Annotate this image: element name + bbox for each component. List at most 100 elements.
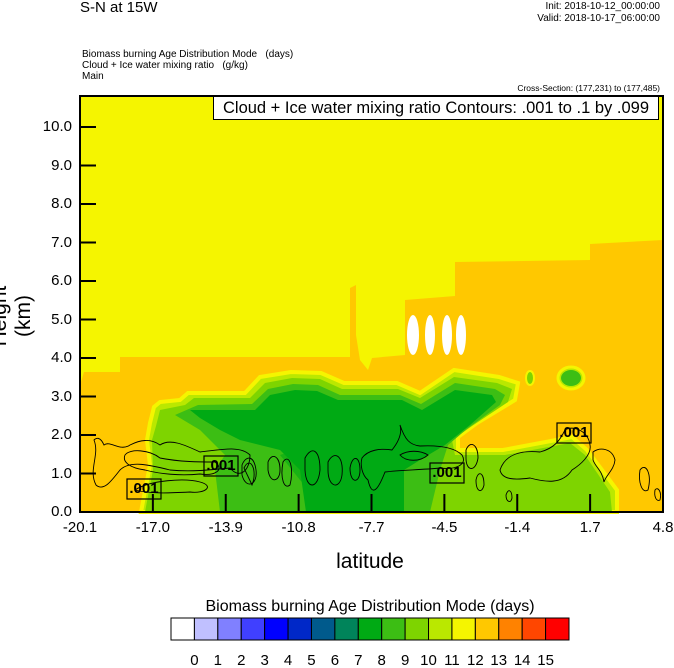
colorbar-box bbox=[545, 617, 570, 641]
contour-label: .001 bbox=[432, 464, 462, 481]
valid-time: Valid: 2018-10-17_06:00:00 bbox=[537, 13, 660, 24]
x-tick-label: -4.5 bbox=[431, 519, 458, 536]
x-tick-label: -20.1 bbox=[62, 519, 98, 536]
contour-line bbox=[360, 424, 464, 491]
contour-line bbox=[465, 444, 479, 469]
x-tick-label: 1.7 bbox=[579, 519, 601, 536]
contour-label: .001 bbox=[206, 457, 236, 474]
y-tick-label: 3.0 bbox=[51, 387, 72, 405]
y-tick-label: 6.0 bbox=[51, 272, 72, 289]
x-tick-label: -13.9 bbox=[208, 519, 243, 536]
y-tick-label: 8.0 bbox=[51, 195, 72, 212]
contour-line bbox=[349, 458, 361, 481]
white-blobs bbox=[407, 315, 466, 355]
colorbar-label: 12 bbox=[467, 652, 484, 668]
contour-label-box bbox=[556, 422, 592, 444]
colorbar-label: 2 bbox=[237, 652, 246, 668]
y-tick-label: 10.0 bbox=[42, 118, 72, 135]
field-blob-small bbox=[525, 370, 535, 386]
contour-line bbox=[475, 473, 485, 491]
colorbar-label: 3 bbox=[260, 652, 269, 668]
colorbar-label: 10 bbox=[420, 652, 437, 668]
x-tick-label: -10.8 bbox=[281, 519, 316, 536]
y-tick-label: 9.0 bbox=[51, 156, 72, 174]
contour-line bbox=[399, 450, 429, 461]
colorbar-label: 6 bbox=[330, 652, 340, 668]
colorbar-title: Biomass burning Age Distribution Mode (d… bbox=[205, 598, 535, 615]
colorbar-box bbox=[498, 617, 523, 641]
contour-label-box bbox=[126, 478, 162, 500]
contour-label: .001 bbox=[559, 424, 589, 441]
y-axis-label: Height (km) bbox=[0, 285, 35, 347]
colorbar-box bbox=[287, 617, 312, 641]
contour-line bbox=[592, 448, 616, 483]
contour-line bbox=[654, 488, 661, 501]
colorbar-label: 7 bbox=[354, 652, 363, 668]
x-axis-label: latitude bbox=[336, 550, 404, 573]
field-label-3: Main bbox=[82, 71, 104, 82]
colorbar-box bbox=[381, 617, 406, 641]
colorbar-label: 15 bbox=[537, 652, 554, 668]
contour-line bbox=[304, 450, 321, 486]
colorbar-label: 13 bbox=[490, 652, 508, 668]
contour-label: .001 bbox=[129, 480, 159, 497]
contour-lines bbox=[92, 424, 661, 502]
contour-line bbox=[499, 427, 591, 482]
contour-line bbox=[505, 490, 513, 502]
y-tick-label: 1.0 bbox=[51, 464, 72, 482]
y-tick-label: 2.0 bbox=[51, 426, 72, 443]
contour-label-box bbox=[429, 462, 465, 484]
y-tick-label: 5.0 bbox=[51, 310, 72, 328]
colorbar-box bbox=[474, 617, 500, 641]
contour-line bbox=[123, 450, 220, 476]
field-label-2: Cloud + Ice water mixing ratio (g/kg) bbox=[82, 60, 248, 71]
colorbar-label: 14 bbox=[513, 652, 531, 668]
x-tick-label: 4.8 bbox=[652, 519, 674, 536]
field-blob-right-inner bbox=[561, 370, 581, 386]
colorbar-box bbox=[240, 617, 266, 641]
colorbar-box bbox=[264, 617, 289, 641]
y-tick-label: 7.0 bbox=[51, 233, 72, 251]
contour-line bbox=[639, 467, 650, 492]
colorbar-box bbox=[428, 617, 453, 641]
x-tick-label: -1.4 bbox=[504, 519, 531, 536]
colorbar-label: 9 bbox=[400, 652, 410, 668]
colorbar-box bbox=[170, 617, 195, 641]
plot-title: S-N at 15W bbox=[80, 0, 158, 16]
colorbar-box bbox=[451, 617, 476, 641]
contour-line bbox=[327, 455, 343, 486]
x-tick-label: -7.7 bbox=[358, 519, 385, 536]
colorbar-box bbox=[193, 617, 219, 641]
contour-labels bbox=[126, 422, 592, 500]
axis-ticks bbox=[80, 126, 592, 512]
y-tick-label: 4.0 bbox=[51, 349, 72, 366]
colorbar-box bbox=[357, 617, 383, 641]
x-tick-label: -17.0 bbox=[135, 519, 170, 536]
colorbar bbox=[170, 617, 570, 641]
contour-line bbox=[243, 462, 255, 487]
shaded-field bbox=[80, 96, 663, 514]
colorbar-box bbox=[310, 617, 336, 641]
colorbar-box bbox=[334, 617, 359, 641]
colorbar-label: 0 bbox=[190, 652, 199, 668]
colorbar-box bbox=[404, 617, 430, 641]
colorbar-box bbox=[521, 617, 547, 641]
cross-section-label: Cross-Section: (177,231) to (177,485) bbox=[517, 83, 660, 93]
contour-line bbox=[133, 479, 208, 494]
contour-line bbox=[281, 458, 293, 487]
contour-line bbox=[241, 457, 257, 485]
colorbar-box bbox=[217, 617, 242, 641]
init-time: Init: 2018-10-12_00:00:00 bbox=[545, 1, 660, 12]
colorbar-label: 8 bbox=[377, 652, 386, 668]
contour-line bbox=[267, 456, 281, 481]
y-tick-label: 0.0 bbox=[51, 503, 72, 520]
contour-label-box bbox=[203, 455, 239, 477]
field-label-1: Biomass burning Age Distribution Mode (d… bbox=[82, 49, 294, 60]
contour-line bbox=[92, 437, 251, 488]
colorbar-label: 4 bbox=[283, 652, 293, 668]
contour-legend: Cloud + Ice water mixing ratio Contours:… bbox=[213, 96, 659, 120]
colorbar-label: 5 bbox=[307, 652, 316, 668]
colorbar-label: 1 bbox=[213, 652, 222, 668]
